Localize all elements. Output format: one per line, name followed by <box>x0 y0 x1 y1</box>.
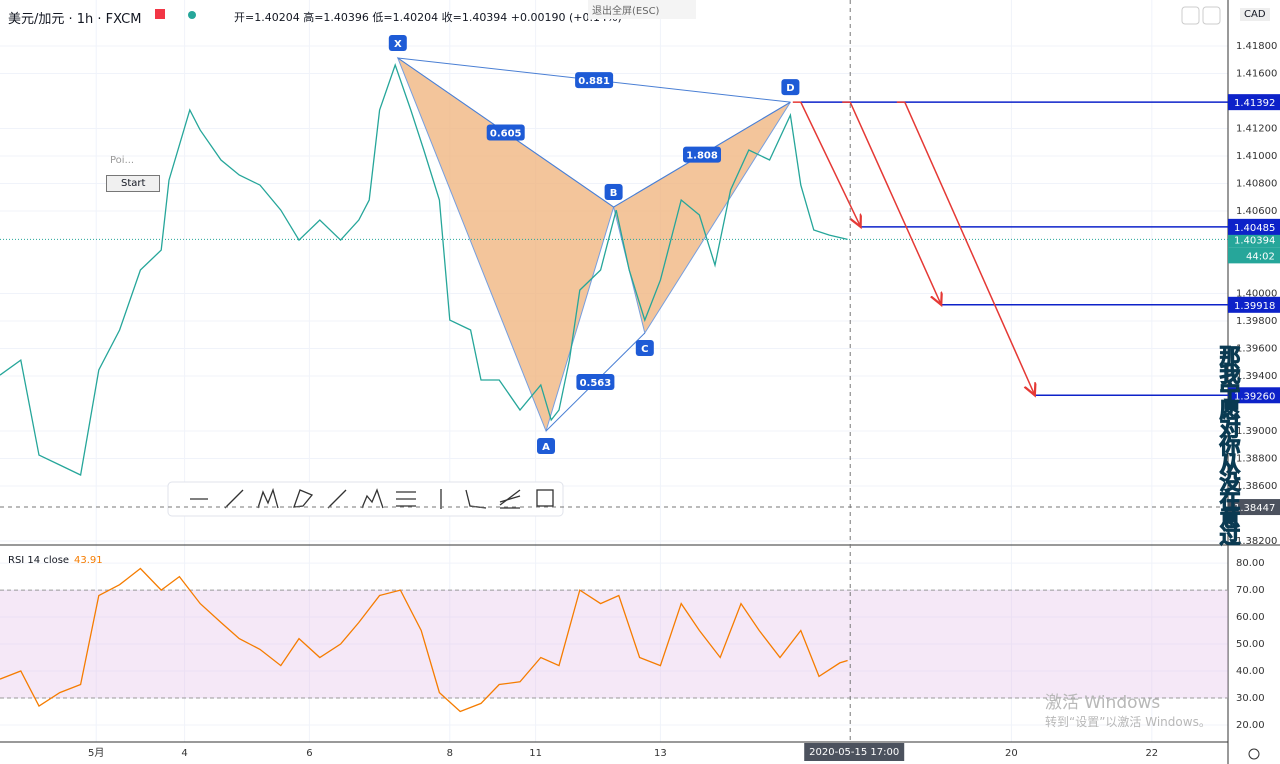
rsi-band <box>0 590 1228 699</box>
pattern-point-label: D <box>786 83 794 94</box>
x-tick-label: 8 <box>447 748 453 759</box>
pattern-point <box>604 184 623 201</box>
price-line <box>0 63 848 476</box>
drawing-toolbar <box>167 481 564 517</box>
y-tick-label: 80.00 <box>1236 558 1265 569</box>
flag-icon <box>155 9 165 19</box>
y-tick-label: 30.00 <box>1236 693 1265 704</box>
y-tick-label: 40.00 <box>1236 666 1265 677</box>
crosshair-y-tag <box>1228 499 1280 516</box>
settings-icon[interactable] <box>1248 748 1260 760</box>
y-tick-label: 1.38600 <box>1236 481 1277 492</box>
x-tick-label: 20 <box>1005 748 1018 759</box>
target-arrow <box>849 101 941 305</box>
start-button[interactable]: Start <box>106 175 161 192</box>
crosshair-x-label: 2020-05-15 17:00 <box>809 747 899 758</box>
x-tick-label: 22 <box>1145 748 1158 759</box>
crosshair-y-label: 1.38447 <box>1234 503 1275 514</box>
level-label: 1.39918 <box>1234 301 1275 312</box>
ratio-box <box>683 146 722 163</box>
countdown-tag <box>1228 247 1280 264</box>
y-tick-label: 70.00 <box>1236 585 1265 596</box>
x-tick-label: 6 <box>306 748 312 759</box>
exit-fullscreen[interactable]: 退出全屏(ESC) <box>588 0 696 19</box>
y-tick-label: 1.39000 <box>1236 426 1277 437</box>
level-tag <box>1228 94 1280 111</box>
rsi-title: RSI 14 close <box>8 555 69 566</box>
x-tick-label: 13 <box>654 748 667 759</box>
status-dot <box>188 11 196 19</box>
y-tick-label: 1.39400 <box>1236 371 1277 382</box>
ratio-label: 0.605 <box>490 129 522 140</box>
pattern-point <box>388 35 407 52</box>
level-tag <box>1228 218 1280 235</box>
header-buttons <box>155 6 1260 760</box>
pattern-point <box>635 339 654 356</box>
last-price-tag <box>1228 231 1280 248</box>
input-label: Poi... <box>110 155 135 166</box>
y-tick-label: 50.00 <box>1236 639 1265 650</box>
last-price-label: 1.40394 <box>1234 235 1275 246</box>
ratio-label: 0.563 <box>580 378 612 389</box>
y-tick-label: 1.39600 <box>1236 344 1277 355</box>
y-tick-label: 1.40600 <box>1236 206 1277 217</box>
currency[interactable]: CAD <box>1240 8 1270 21</box>
countdown: 44:02 <box>1246 251 1275 262</box>
ratio-box <box>576 374 615 391</box>
rsi-line <box>0 567 848 713</box>
overlay-text: 那我宁愿对你从没在意过 <box>1217 345 1242 544</box>
reset-button[interactable] <box>1202 6 1221 25</box>
y-tick-label: 1.40000 <box>1236 289 1277 300</box>
y-tick-label: 1.40800 <box>1236 179 1277 190</box>
ohlc: 开=1.40204 高=1.40396 低=1.40204 收=1.40394 … <box>234 11 622 24</box>
symbol: 美元/加元 · 1h · FXCM <box>8 12 142 27</box>
y-tick-label: 1.41800 <box>1236 41 1277 52</box>
y-tick-label: 1.41000 <box>1236 151 1277 162</box>
y-tick-label: 1.39800 <box>1236 316 1277 327</box>
x-tick-label: 4 <box>181 748 187 759</box>
ratio-box <box>486 124 525 141</box>
pattern-point <box>537 438 556 455</box>
crosshair-x-tag <box>804 743 905 761</box>
pattern-point <box>781 79 800 96</box>
pattern-point-label: A <box>542 442 550 453</box>
scroll-button[interactable] <box>1181 6 1200 25</box>
ratio-label: 0.881 <box>578 76 610 87</box>
pattern-point-label: B <box>610 188 618 199</box>
watermark-subtitle: 转到“设置”以激活 Windows。 <box>1045 715 1211 729</box>
pattern-point-label: X <box>394 39 402 50</box>
level-tag <box>1228 387 1280 404</box>
y-tick-label: 1.38800 <box>1236 454 1277 465</box>
level-label: 1.39260 <box>1234 391 1275 402</box>
y-tick-label: 1.41600 <box>1236 69 1277 80</box>
ratio-box <box>575 72 614 89</box>
rsi-value: 43.91 <box>74 555 103 566</box>
x-tick-label: 11 <box>529 748 542 759</box>
y-tick-label: 20.00 <box>1236 720 1265 731</box>
pattern-point-label: C <box>641 344 648 355</box>
level-label: 1.41392 <box>1234 98 1275 109</box>
y-tick-label: 1.38200 <box>1236 536 1277 547</box>
level-tag <box>1228 296 1280 313</box>
y-tick-label: 60.00 <box>1236 612 1265 623</box>
watermark: 激活 Windows 转到“设置”以激活 Windows。 <box>1045 688 1211 730</box>
level-label: 1.40485 <box>1234 223 1275 234</box>
y-tick-label: 1.41200 <box>1236 124 1277 135</box>
watermark-title: 激活 Windows <box>1045 693 1161 713</box>
target-arrow <box>904 101 1035 395</box>
target-arrow <box>800 101 861 227</box>
ratio-label: 1.808 <box>686 151 718 162</box>
x-tick-label: 5月 <box>88 747 104 759</box>
